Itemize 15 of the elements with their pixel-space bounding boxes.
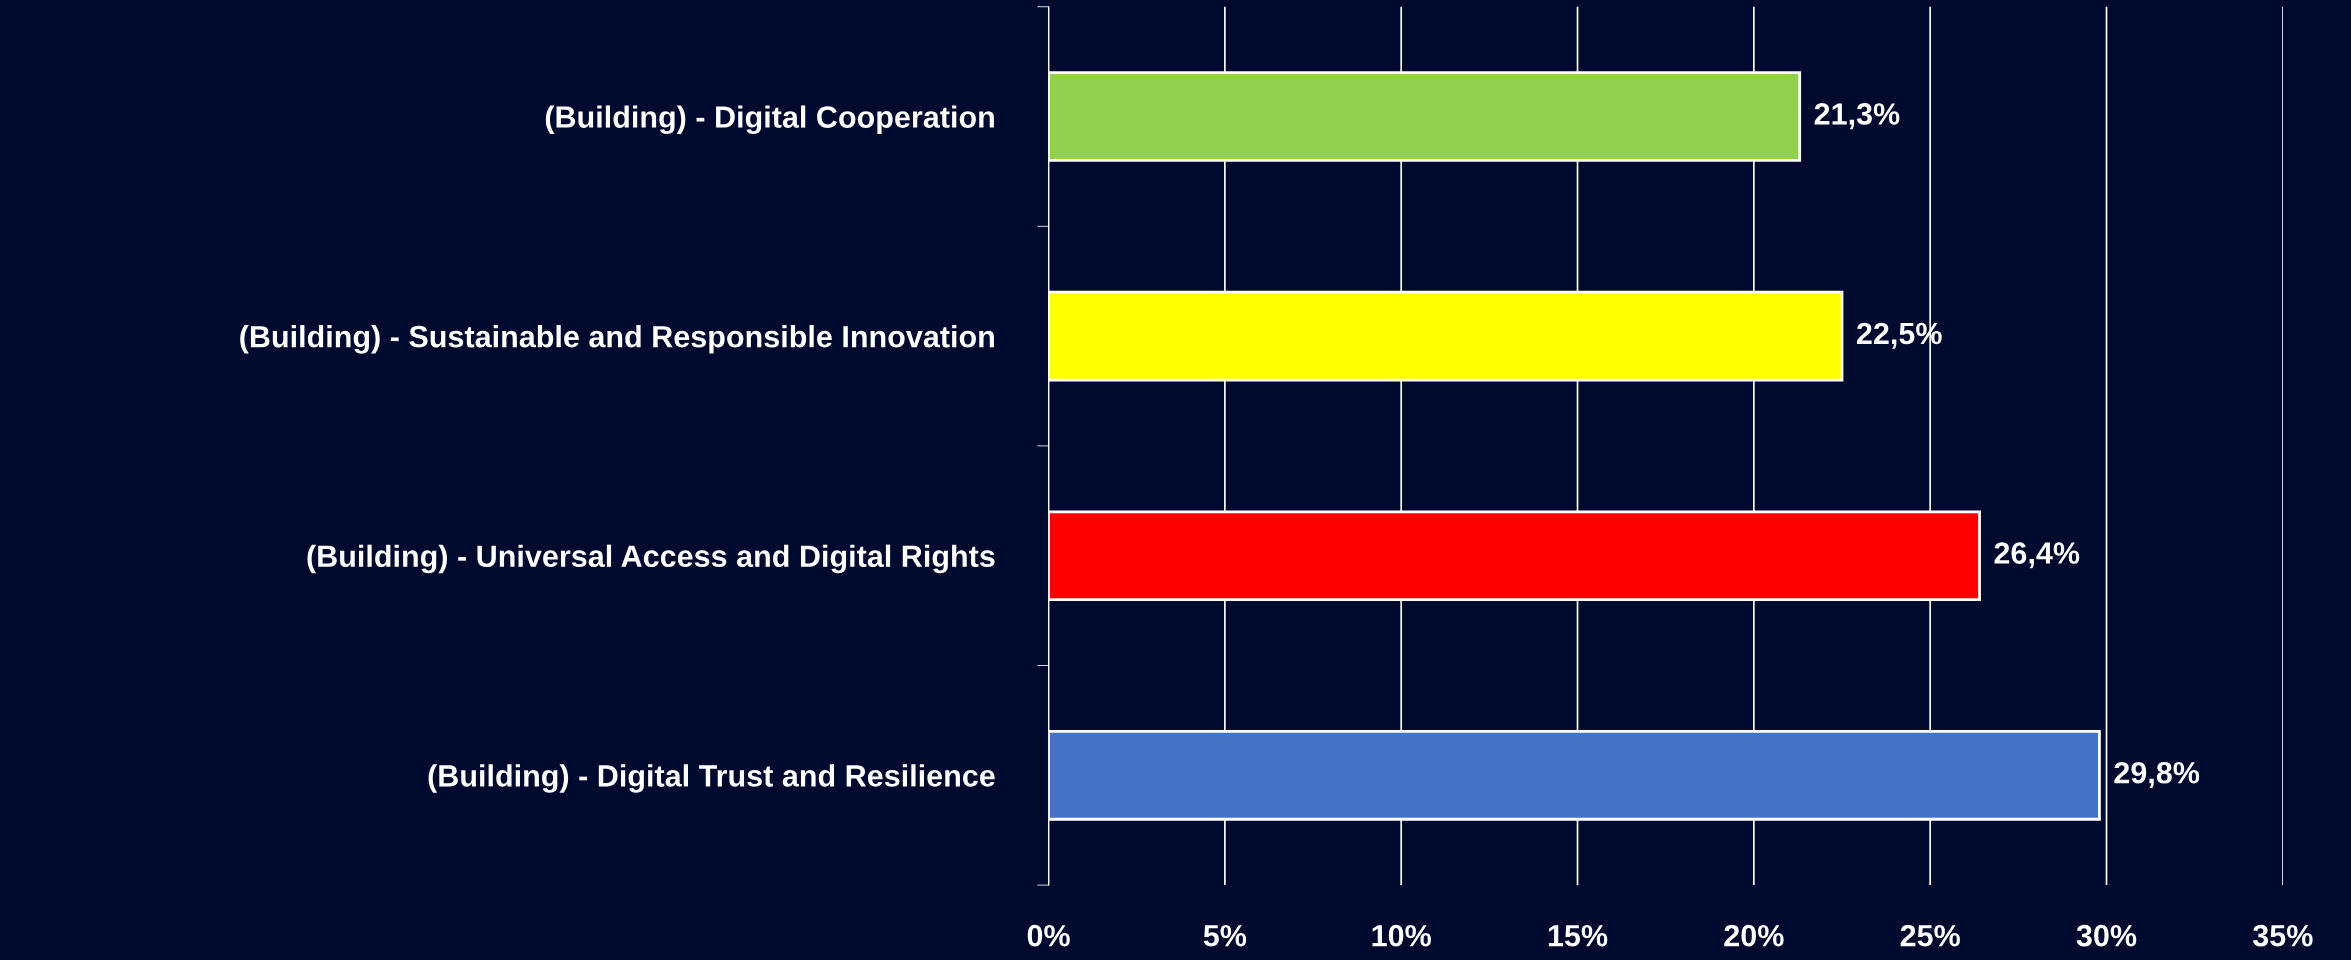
y-tick-label: (Building) - Sustainable and Responsible Innovation — [240, 325, 994, 354]
y-tick-label: (Building) - Digital Cooperation — [545, 105, 994, 135]
x-tick-label: 15% — [1548, 924, 1608, 947]
x-tick-label: 25% — [1900, 924, 1960, 947]
x-tick-label: 0% — [1027, 924, 1070, 947]
data-label: 21,3% — [1814, 103, 1900, 130]
x-tick-label: 35% — [2252, 924, 2313, 947]
x-tick-label: 20% — [1724, 924, 1784, 947]
data-label: 26,4% — [1994, 542, 2080, 569]
y-tick-label: (Building) - Universal Access and Digital Rights — [307, 544, 995, 574]
data-label: 29,8% — [2114, 761, 2200, 788]
x-tick-label: 5% — [1203, 924, 1247, 947]
x-tick-label: 30% — [2076, 924, 2137, 947]
x-tick-label: 10% — [1372, 924, 1431, 947]
y-tick-label: (Building) - Digital Trust and Resilience — [428, 764, 995, 793]
